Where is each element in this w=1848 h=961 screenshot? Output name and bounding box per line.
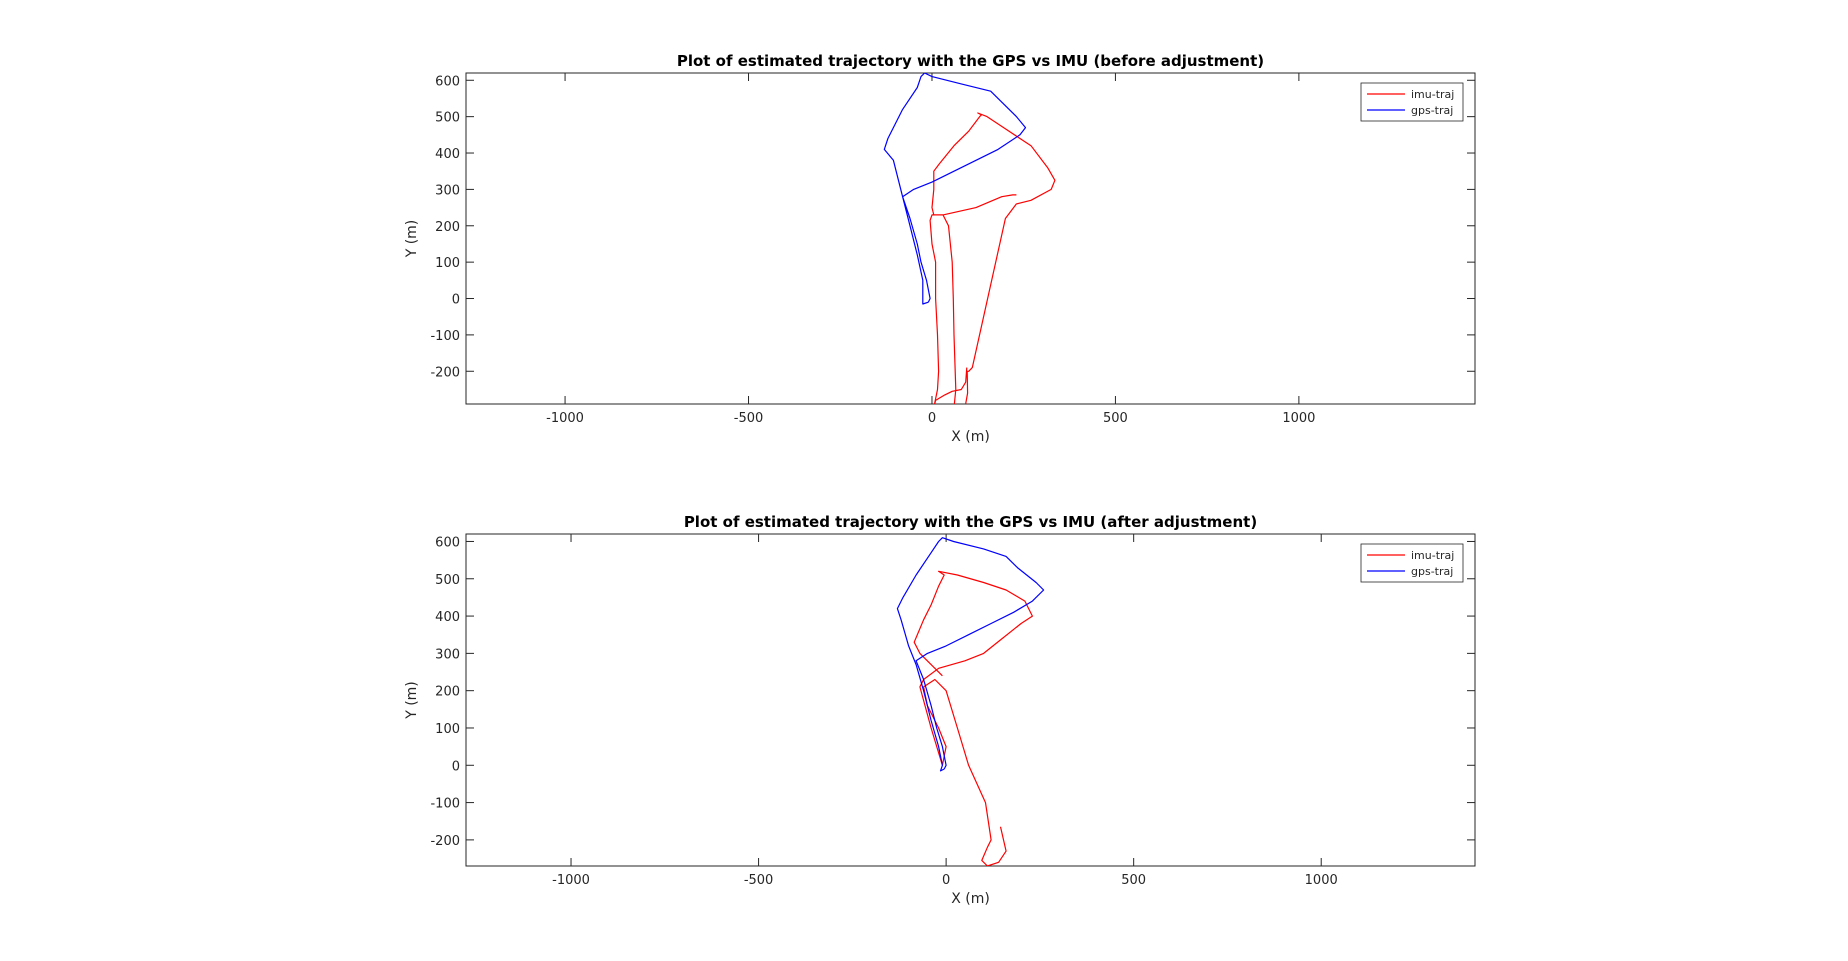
x-tick-label: 500	[1121, 873, 1146, 888]
y-axis-label: Y (m)	[404, 220, 420, 259]
y-tick-label: 500	[435, 111, 460, 126]
y-tick-label: -100	[430, 797, 460, 812]
x-tick-label: 0	[942, 873, 950, 888]
y-tick-label: -200	[430, 365, 460, 380]
legend-box	[1360, 82, 1464, 122]
x-tick-label: 1000	[1282, 411, 1315, 426]
subplot-1: -1000 -500 0 500 10006005004003002001000-100…	[404, 52, 1476, 445]
y-tick-label: 600	[435, 74, 460, 89]
y-tick-label: 200	[435, 220, 460, 235]
y-tick-label: 400	[435, 147, 460, 162]
y-tick-label: -100	[430, 329, 460, 344]
x-axis-label: X (m)	[951, 429, 990, 445]
y-axis-label: Y (m)	[404, 681, 420, 720]
x-tick-label: -500	[734, 411, 764, 426]
x-tick-label: 0	[928, 411, 936, 426]
y-tick-label: 500	[435, 573, 460, 588]
y-tick-label: 300	[435, 647, 460, 662]
x-tick-label: -500	[744, 873, 774, 888]
legend-label-gps-traj: gps-traj	[1411, 104, 1453, 117]
x-tick-label: 500	[1103, 411, 1128, 426]
y-tick-label: 100	[435, 722, 460, 737]
y-tick-label: 100	[435, 256, 460, 271]
legend-label-imu-traj: imu-traj	[1411, 88, 1454, 101]
series-line-gps-traj	[883, 73, 1027, 305]
legend-label-gps-traj: gps-traj	[1411, 565, 1453, 578]
y-tick-label: 400	[435, 610, 460, 625]
plot-area	[465, 72, 1476, 405]
series-line-imu-traj	[929, 112, 1056, 404]
y-tick-label: 200	[435, 685, 460, 700]
x-tick-label: -1000	[552, 873, 590, 888]
y-tick-label: 300	[435, 183, 460, 198]
x-tick-label: -1000	[546, 411, 584, 426]
chart-title: Plot of estimated trajectory with the GP…	[677, 52, 1264, 70]
y-tick-label: 600	[435, 535, 460, 550]
y-tick-label: -200	[430, 834, 460, 849]
chart-title: Plot of estimated trajectory with the GP…	[684, 513, 1257, 531]
legend: imu-traj gps-traj	[1360, 543, 1464, 583]
series-line-gps-traj	[896, 537, 1045, 772]
x-axis-label: X (m)	[951, 891, 990, 907]
legend-label-imu-traj: imu-traj	[1411, 549, 1454, 562]
legend-box	[1360, 543, 1464, 583]
y-tick-label: 0	[452, 293, 460, 308]
x-tick-label: 1000	[1305, 873, 1338, 888]
subplot-2: -1000 -500 0 500 10006005004003002001000-100…	[404, 513, 1476, 907]
plot-area	[465, 533, 1476, 867]
legend: imu-traj gps-traj	[1360, 82, 1464, 122]
y-tick-label: 0	[452, 759, 460, 774]
